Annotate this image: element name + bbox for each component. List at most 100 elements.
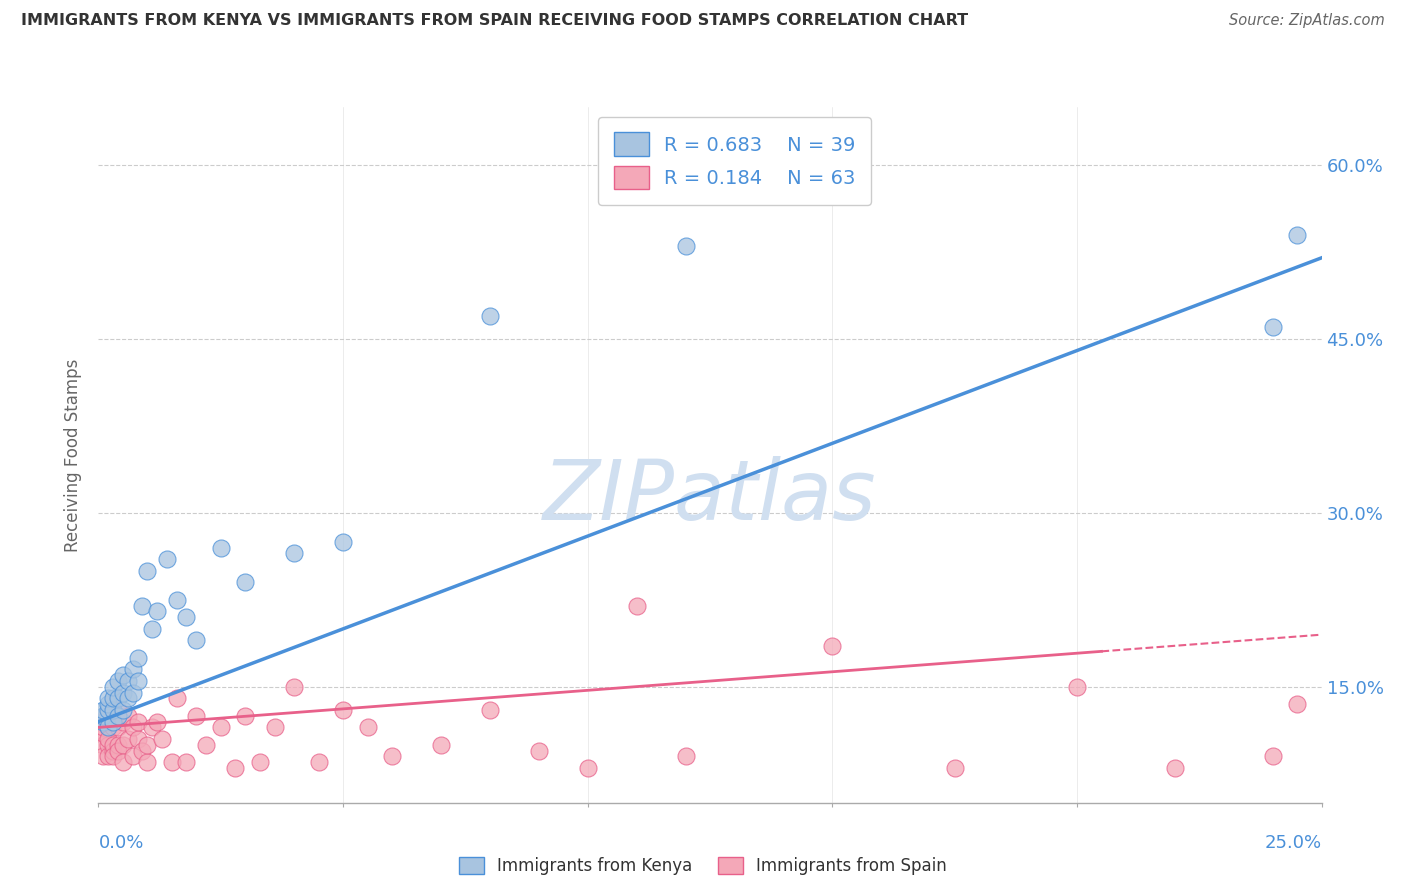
Point — [117, 691, 139, 706]
Point — [91, 708, 114, 723]
Point — [1286, 698, 1309, 712]
Point — [136, 755, 159, 769]
Point — [332, 534, 354, 549]
Point — [146, 605, 169, 619]
Point — [131, 599, 153, 613]
Point — [209, 721, 232, 735]
Point — [626, 599, 648, 613]
Point — [107, 708, 129, 723]
Point — [136, 564, 159, 578]
Text: Source: ZipAtlas.com: Source: ZipAtlas.com — [1229, 13, 1385, 29]
Point — [97, 738, 120, 752]
Point — [91, 703, 114, 717]
Point — [150, 731, 173, 746]
Text: IMMIGRANTS FROM KENYA VS IMMIGRANTS FROM SPAIN RECEIVING FOOD STAMPS CORRELATION: IMMIGRANTS FROM KENYA VS IMMIGRANTS FROM… — [21, 13, 969, 29]
Point — [107, 691, 129, 706]
Point — [87, 726, 110, 740]
Legend: Immigrants from Kenya, Immigrants from Spain: Immigrants from Kenya, Immigrants from S… — [453, 850, 953, 882]
Point — [209, 541, 232, 555]
Point — [186, 708, 208, 723]
Point — [117, 708, 139, 723]
Point — [97, 703, 120, 717]
Point — [430, 738, 453, 752]
Point — [131, 744, 153, 758]
Point — [91, 714, 114, 729]
Point — [381, 749, 404, 764]
Point — [91, 738, 114, 752]
Point — [101, 721, 124, 735]
Point — [101, 691, 124, 706]
Point — [101, 749, 124, 764]
Point — [156, 552, 179, 566]
Point — [111, 738, 134, 752]
Point — [117, 731, 139, 746]
Point — [97, 731, 120, 746]
Point — [166, 592, 188, 607]
Point — [127, 714, 149, 729]
Point — [233, 575, 256, 590]
Point — [97, 708, 120, 723]
Point — [1066, 680, 1088, 694]
Point — [97, 721, 120, 735]
Point — [97, 698, 120, 712]
Point — [107, 738, 129, 752]
Point — [186, 633, 208, 648]
Point — [176, 610, 198, 624]
Point — [233, 708, 256, 723]
Point — [1261, 320, 1284, 334]
Point — [97, 749, 120, 764]
Text: 0.0%: 0.0% — [98, 834, 143, 852]
Point — [283, 546, 305, 561]
Point — [111, 668, 134, 682]
Point — [121, 662, 143, 676]
Point — [121, 685, 143, 699]
Point — [356, 721, 378, 735]
Point — [111, 703, 134, 717]
Point — [478, 703, 501, 717]
Point — [121, 721, 143, 735]
Point — [97, 691, 120, 706]
Point — [943, 761, 966, 775]
Point — [263, 721, 285, 735]
Point — [249, 755, 271, 769]
Point — [821, 639, 844, 653]
Point — [675, 749, 697, 764]
Point — [111, 714, 134, 729]
Point — [141, 721, 163, 735]
Point — [111, 685, 134, 699]
Point — [576, 761, 599, 775]
Point — [127, 651, 149, 665]
Point — [87, 714, 110, 729]
Point — [176, 755, 198, 769]
Point — [91, 714, 114, 729]
Point — [224, 761, 246, 775]
Point — [166, 691, 188, 706]
Point — [527, 744, 550, 758]
Text: ZIPatlas: ZIPatlas — [543, 456, 877, 537]
Point — [101, 744, 124, 758]
Y-axis label: Receiving Food Stamps: Receiving Food Stamps — [65, 359, 83, 551]
Point — [107, 674, 129, 689]
Point — [111, 755, 134, 769]
Point — [283, 680, 305, 694]
Point — [107, 744, 129, 758]
Point — [675, 239, 697, 253]
Point — [1164, 761, 1187, 775]
Point — [107, 703, 129, 717]
Point — [195, 738, 218, 752]
Point — [136, 738, 159, 752]
Point — [101, 703, 124, 717]
Point — [146, 714, 169, 729]
Point — [127, 731, 149, 746]
Point — [101, 703, 124, 717]
Point — [91, 721, 114, 735]
Point — [91, 749, 114, 764]
Point — [332, 703, 354, 717]
Point — [308, 755, 330, 769]
Point — [91, 726, 114, 740]
Point — [141, 622, 163, 636]
Point — [160, 755, 183, 769]
Point — [107, 721, 129, 735]
Point — [101, 680, 124, 694]
Point — [101, 738, 124, 752]
